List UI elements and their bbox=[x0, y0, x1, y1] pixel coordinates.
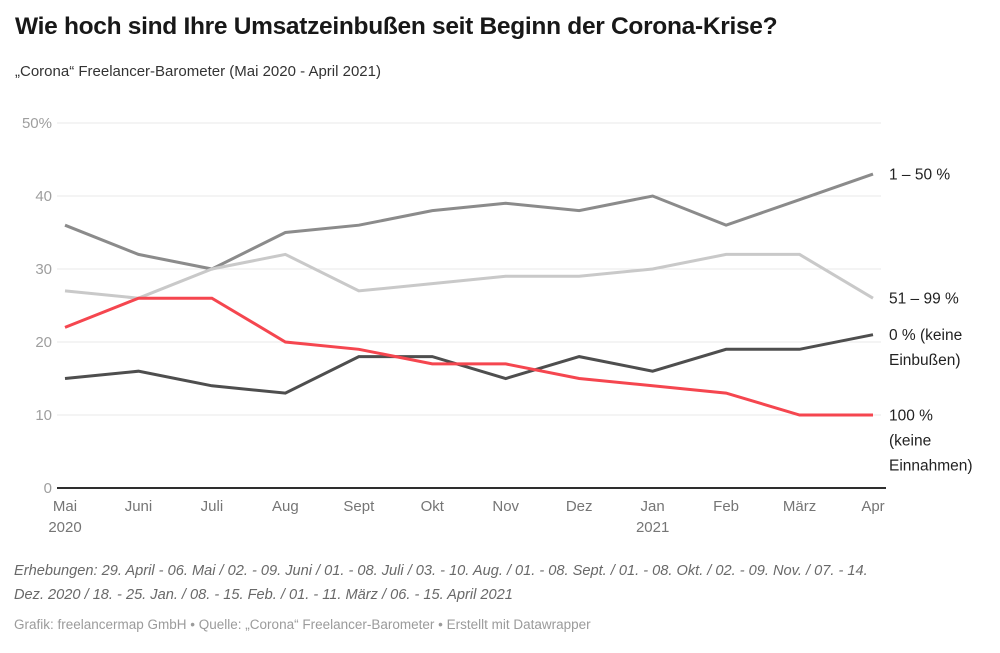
series-label-line: (keine bbox=[889, 433, 931, 450]
series-label-line: 100 % bbox=[889, 408, 933, 425]
series-label-0: 1 – 50 % bbox=[889, 167, 950, 184]
x-tick-label-7: Dez bbox=[566, 498, 593, 515]
series-label-3: 100 % (keine Einnahmen) bbox=[889, 408, 973, 475]
chart-subtitle: „Corona“ Freelancer-Barometer (Mai 2020 … bbox=[15, 63, 381, 80]
x-tick-label-8: Jan bbox=[641, 498, 665, 515]
notes-line-1: Erhebungen: 29. April - 06. Mai / 02. - … bbox=[14, 563, 868, 579]
x-tick-label-6: Nov bbox=[492, 498, 519, 515]
x-tick-label-9: Feb bbox=[713, 498, 739, 515]
notes-line-2: Dez. 2020 / 18. - 25. Jan. / 08. - 15. F… bbox=[14, 587, 513, 603]
series-lines bbox=[64, 172, 874, 417]
x-axis-labels: Mai Juni Juli Aug Sept Okt Nov Dez Jan Feb März Apr… bbox=[48, 498, 884, 536]
y-tick-label-40: 40 bbox=[35, 188, 52, 205]
series-label-2: 0 % (keine Einbußen) bbox=[889, 327, 962, 369]
x-tick-label-11: Apr bbox=[861, 498, 884, 515]
series-line-3 bbox=[64, 296, 873, 417]
chart-title: Wie hoch sind Ihre Umsatzeinbußen seit B… bbox=[15, 13, 778, 40]
x-tick-label-10: März bbox=[783, 498, 816, 515]
x-tick-label-1: Juni bbox=[125, 498, 153, 515]
y-tick-label-30: 30 bbox=[35, 261, 52, 278]
year-label-2020: 2020 bbox=[48, 519, 81, 536]
chart-attribution: Grafik: freelancermap GmbH • Quelle: „Co… bbox=[14, 617, 591, 632]
series-label-line: 1 – 50 % bbox=[889, 167, 950, 184]
year-label-2021: 2021 bbox=[636, 519, 669, 536]
y-tick-label-0: 0 bbox=[44, 480, 52, 497]
series-line-0 bbox=[64, 172, 874, 271]
y-tick-label-20: 20 bbox=[35, 334, 52, 351]
series-label-line: Einbußen) bbox=[889, 352, 961, 369]
x-tick-label-0: Mai bbox=[53, 498, 77, 515]
x-tick-label-5: Okt bbox=[421, 498, 445, 515]
series-label-1: 51 – 99 % bbox=[889, 291, 959, 308]
gridlines bbox=[57, 122, 886, 489]
series-label-line: 51 – 99 % bbox=[889, 291, 959, 308]
series-label-line: 0 % (keine bbox=[889, 327, 962, 344]
line-chart: 0 10 20 30 40 50% Mai Juni Juli Aug Sept Okt Nov Dez J… bbox=[22, 115, 973, 536]
y-axis-labels: 0 10 20 30 40 50% bbox=[22, 115, 52, 497]
series-line-2 bbox=[64, 333, 874, 395]
y-tick-label-10: 10 bbox=[35, 407, 52, 424]
y-tick-label-50: 50% bbox=[22, 115, 52, 132]
x-tick-label-4: Sept bbox=[343, 498, 375, 515]
series-label-line: Einnahmen) bbox=[889, 458, 973, 475]
series-line-1 bbox=[64, 252, 874, 300]
x-tick-label-3: Aug bbox=[272, 498, 299, 515]
series-labels: 1 – 50 % 51 – 99 % 0 % (keine Einbußen) 100 … bbox=[889, 167, 973, 475]
x-tick-label-2: Juli bbox=[201, 498, 224, 515]
chart-notes: Erhebungen: 29. April - 06. Mai / 02. - … bbox=[14, 559, 982, 607]
